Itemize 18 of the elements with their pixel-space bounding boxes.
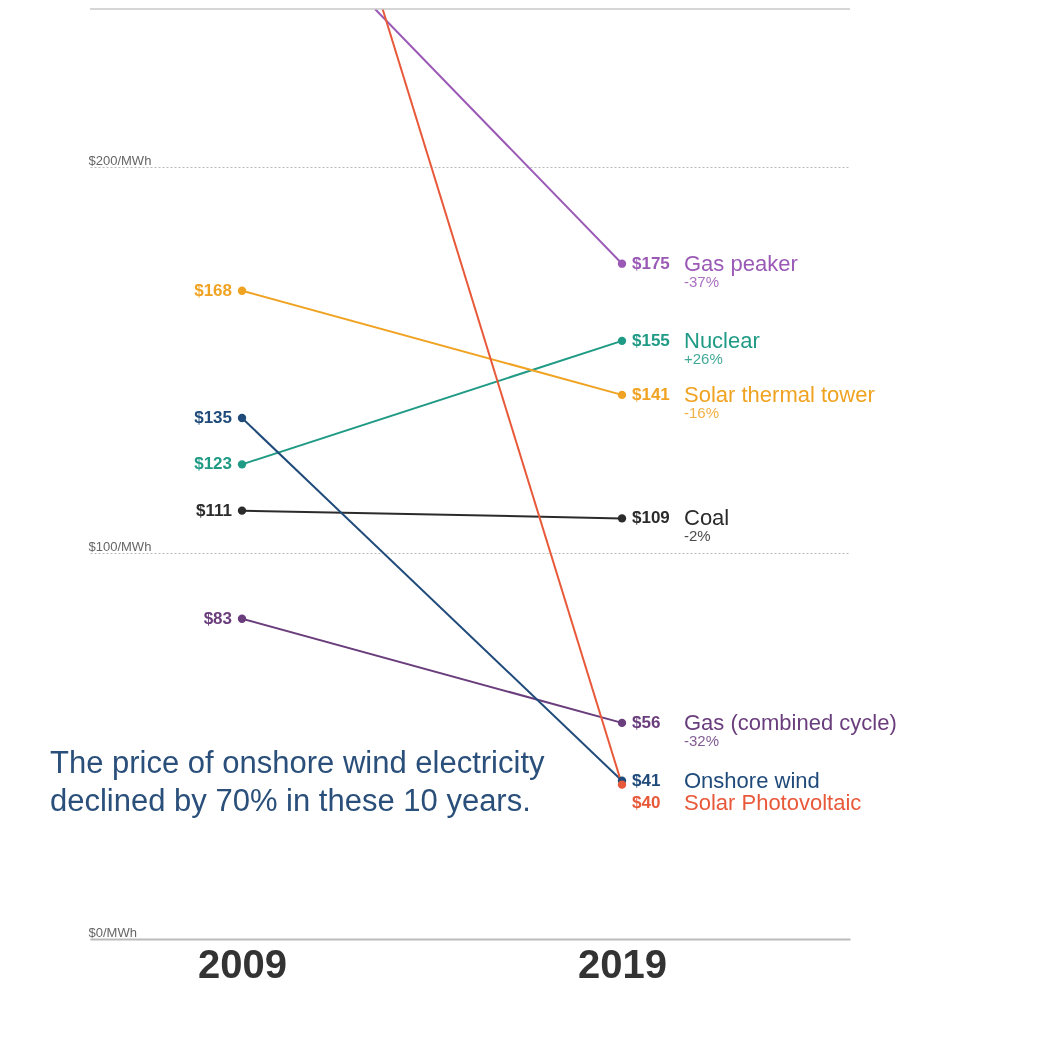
data-label: $40 bbox=[632, 792, 661, 812]
annotation: The price of onshore wind electricity declined by 70% in these 10 years. bbox=[50, 745, 545, 818]
data-label: $168 bbox=[194, 280, 232, 300]
y-tick-label: $200/MWh bbox=[88, 152, 152, 168]
data-label: $175 bbox=[632, 253, 670, 273]
data-label: $135 bbox=[194, 408, 232, 428]
x-tick-label: 2009 bbox=[198, 941, 287, 986]
data-label: $155 bbox=[632, 330, 670, 350]
y-tick-label: $100/MWh bbox=[88, 538, 152, 554]
data-label: $109 bbox=[632, 508, 670, 528]
data-label: $83 bbox=[203, 608, 232, 628]
data-label: $141 bbox=[632, 384, 670, 404]
data-label: $41 bbox=[632, 770, 661, 790]
x-tick-label: 2019 bbox=[578, 941, 667, 986]
data-label: $111 bbox=[196, 500, 232, 520]
data-label: $123 bbox=[194, 454, 232, 474]
y-tick-label: $0/MWh bbox=[88, 924, 137, 940]
data-label: $56 bbox=[632, 712, 661, 732]
